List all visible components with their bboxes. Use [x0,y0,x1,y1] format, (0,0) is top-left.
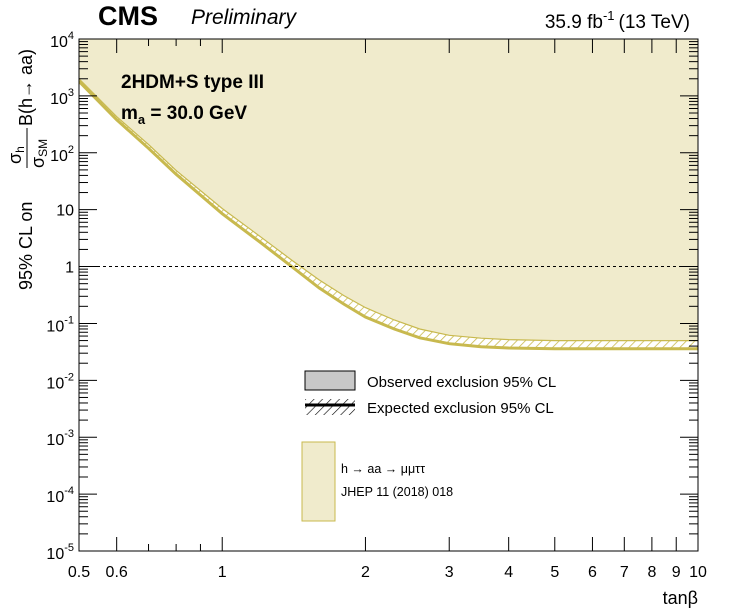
luminosity-label: 35.9 fb-1 (13 TeV) [545,8,690,33]
y-tick-label: 102 [50,144,74,165]
svg-text:B(h→ aa): B(h→ aa) [16,49,36,126]
y-tick-label: 10-1 [46,314,74,335]
y-tick-label: 10-5 [46,542,74,563]
plot-frame [78,38,699,552]
y-tick-label: 10 [56,203,74,220]
legend-channel-label: h → aa → μμττ [341,462,425,476]
x-tick-label: 0.6 [106,564,128,581]
x-tick-label: 9 [672,564,681,581]
x-tick-label: 0.5 [68,564,90,581]
y-tick-label: 10-3 [46,428,74,449]
experiment-label: CMS [98,1,158,31]
model-label: 2HDM+S type III [121,72,264,93]
legend: Observed exclusion 95% CL Expected exclu… [301,370,556,522]
legend-expected-label: Expected exclusion 95% CL [367,400,554,417]
legend-reference-label: JHEP 11 (2018) 018 [341,485,453,499]
x-axis-tick-labels: 0.5 0.6 1 2 3 4 5 6 7 8 9 10 [68,564,707,581]
observed-exclusion-line [79,80,698,351]
y-tick-label: 10-4 [46,485,74,506]
legend-channel-swatch [301,441,336,522]
svg-text:σSM: σSM [28,139,50,168]
mass-label: ma = 30.0 GeV [121,103,247,127]
x-axis-title: tanβ [663,588,698,608]
y-tick-label: 1 [65,260,74,277]
legend-observed-swatch [304,370,356,391]
y-tick-label: 104 [50,30,74,51]
svg-text:95% CL on: 95% CL on [16,202,36,290]
x-tick-label: 5 [550,564,559,581]
x-tick-label: 1 [218,564,227,581]
expected-exclusion-line [79,78,698,342]
legend-observed-label: Observed exclusion 95% CL [367,374,556,391]
observed-exclusion-region [79,39,698,349]
x-tick-label: 4 [504,564,513,581]
status-label: Preliminary [191,6,298,29]
y-axis-tick-labels: 10-5 10-4 10-3 10-2 10-1 1 10 102 103 104 [46,30,74,563]
y-tick-label: 103 [50,87,74,108]
legend-expected-swatch [305,399,355,415]
x-tick-label: 6 [588,564,597,581]
y-tick-label: 10-2 [46,371,74,392]
x-tick-label: 8 [647,564,656,581]
x-tick-label: 3 [445,564,454,581]
svg-text:σh: σh [5,146,27,164]
y-axis-title: 95% CL on σh σSM B(h→ aa) [5,49,50,290]
x-tick-label: 10 [689,564,707,581]
y-axis-ticks [79,38,698,552]
x-tick-label: 7 [620,564,629,581]
x-tick-label: 2 [361,564,370,581]
